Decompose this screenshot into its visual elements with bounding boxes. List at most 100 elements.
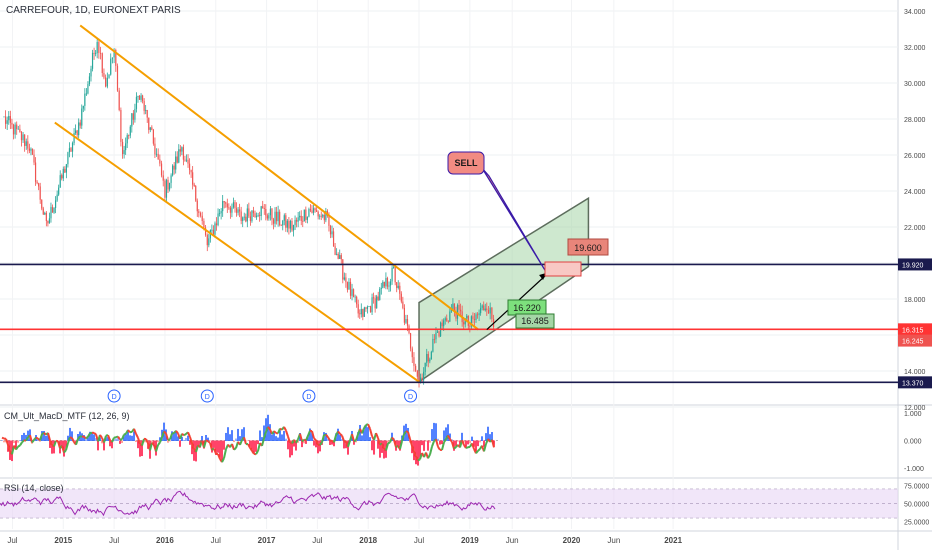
- candle-body: [27, 141, 29, 149]
- macd-histogram-bar: [301, 440, 303, 448]
- candle-body: [429, 359, 431, 362]
- candle-body: [137, 95, 139, 97]
- macd-plot[interactable]: [0, 414, 500, 466]
- macd-histogram-bar: [205, 434, 207, 441]
- macd-histogram-bar: [217, 440, 219, 453]
- macd-histogram-bar: [327, 438, 329, 441]
- candle-body: [165, 179, 168, 198]
- macd-line-segment: [115, 435, 119, 439]
- candle-body: [260, 206, 262, 216]
- dividend-marker[interactable]: [107, 389, 121, 403]
- macd-histogram-bar: [463, 440, 465, 443]
- candle-body: [405, 319, 407, 323]
- macd-histogram-bar: [279, 430, 281, 441]
- candle-body: [110, 58, 112, 75]
- projection-arrowhead: [539, 273, 547, 280]
- macd-line-segment: [461, 439, 465, 446]
- macd-histogram-bar: [333, 440, 335, 447]
- macd-histogram-bar: [179, 440, 181, 447]
- candle-body: [108, 74, 110, 78]
- macd-histogram-bar: [209, 440, 211, 442]
- dividend-marker[interactable]: [302, 389, 316, 403]
- macd-histogram-bar: [397, 440, 399, 447]
- macd-histogram-bar: [91, 432, 93, 441]
- macd-line-segment: [351, 433, 355, 442]
- macd-line-segment: [303, 438, 307, 442]
- macd-histogram-bar: [451, 439, 453, 441]
- candle-body: [217, 213, 219, 226]
- candle-body: [371, 297, 373, 313]
- macd-histogram-bar: [423, 440, 425, 451]
- macd-histogram-bar: [135, 440, 137, 443]
- macd-line-segment: [311, 430, 315, 439]
- macd-line-segment: [327, 436, 331, 442]
- macd-histogram-bar: [263, 425, 265, 441]
- macd-histogram-bar: [89, 431, 91, 441]
- candle-body: [435, 332, 437, 340]
- candle-body: [59, 175, 61, 188]
- macd-histogram-bar: [493, 440, 495, 447]
- macd-histogram-bar: [255, 440, 257, 452]
- candle-body: [152, 129, 154, 144]
- candle-body: [421, 377, 423, 381]
- candle-body: [195, 185, 197, 201]
- macd-y-tick: 1.000: [904, 411, 922, 418]
- candle-body: [181, 147, 183, 152]
- candle-body: [192, 172, 194, 185]
- candle-body: [320, 215, 322, 217]
- candle-body: [234, 202, 236, 209]
- macd-histogram-bar: [189, 440, 191, 445]
- candle-body: [160, 163, 163, 176]
- candle-body: [248, 208, 250, 217]
- overlays[interactable]: SELL 19.600 16.220 16.485: [447, 151, 609, 331]
- candle-body: [105, 77, 107, 87]
- candle-body: [360, 308, 362, 315]
- candle-body: [34, 162, 37, 182]
- macd-line-segment: [19, 441, 23, 447]
- dividend-marker[interactable]: [200, 389, 214, 403]
- macd-histogram-bar: [457, 440, 459, 442]
- macd-histogram-bar: [67, 435, 69, 441]
- dividend-marker[interactable]: [404, 389, 418, 403]
- y-tick-label: 18.000: [904, 297, 926, 304]
- rsi-plot[interactable]: [0, 488, 898, 519]
- macd-histogram-bar: [137, 440, 139, 449]
- candle-body: [226, 203, 228, 208]
- macd-histogram-bar: [343, 440, 345, 449]
- macd-histogram-bar: [441, 440, 443, 445]
- macd-histogram-bar: [117, 437, 119, 441]
- candle-body: [376, 296, 378, 309]
- macd-histogram-bar: [119, 440, 121, 444]
- macd-histogram-bar: [479, 440, 481, 443]
- candle-body: [20, 131, 23, 141]
- y-tick-label: 34.000: [904, 9, 926, 16]
- candle-body: [275, 211, 278, 222]
- candle-body: [286, 220, 288, 228]
- candle-body: [314, 208, 316, 211]
- macd-line-segment: [273, 430, 277, 434]
- candle-body: [145, 109, 147, 111]
- candle-body: [411, 348, 413, 358]
- macd-histogram-bar: [151, 440, 153, 443]
- candle-body: [403, 307, 405, 323]
- macd-line-segment: [195, 445, 199, 453]
- macd-histogram-bar: [243, 427, 245, 441]
- sell-callout[interactable]: [447, 151, 485, 175]
- candle-body: [123, 150, 125, 155]
- candle-body: [415, 365, 417, 371]
- macd-histogram-bar: [491, 432, 493, 441]
- macd-histogram-bar: [109, 440, 111, 447]
- macd-histogram-bar: [69, 427, 71, 441]
- macd-histogram-bar: [371, 440, 373, 451]
- macd-histogram-bar: [419, 440, 421, 459]
- macd-line-segment: [387, 441, 391, 445]
- candle-body: [444, 318, 446, 321]
- macd-line-segment: [157, 441, 161, 446]
- candle-body: [475, 314, 477, 320]
- candle-body: [237, 209, 239, 213]
- macd-line-segment: [477, 448, 481, 452]
- macd-histogram-bar: [53, 440, 55, 454]
- macd-line-segment: [353, 439, 357, 443]
